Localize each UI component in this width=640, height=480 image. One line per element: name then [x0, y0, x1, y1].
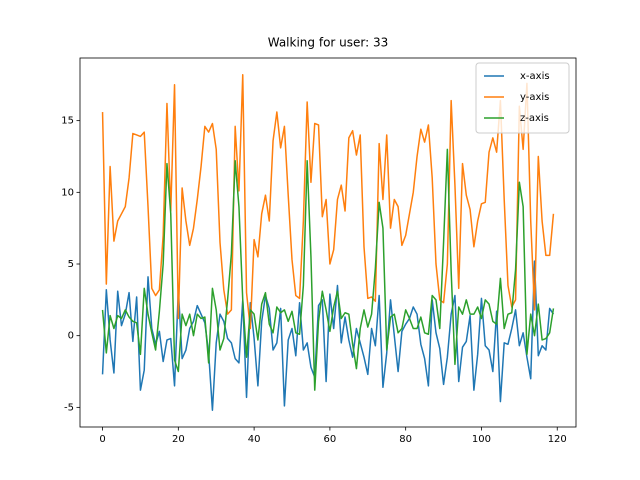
series-line — [101, 148, 555, 391]
y-tick-label: 10 — [61, 187, 74, 198]
x-tick-label: 60 — [324, 434, 337, 445]
y-tick-label: 5 — [68, 259, 74, 270]
x-tick-label: 100 — [472, 434, 491, 445]
legend-box — [475, 62, 570, 134]
x-tick-label: 40 — [248, 434, 261, 445]
series-line — [101, 74, 555, 330]
legend-label: z-axis — [520, 113, 549, 124]
x-tick-label: 80 — [399, 434, 412, 445]
y-tick-label: 15 — [61, 116, 74, 127]
x-tick-label: 120 — [548, 434, 567, 445]
x-tick-label: 20 — [172, 434, 185, 445]
x-tick-label: 0 — [99, 434, 105, 445]
legend-label: x-axis — [520, 71, 550, 82]
legend-label: y-axis — [520, 92, 549, 103]
y-tick-label: -5 — [64, 402, 74, 413]
chart-title: Walking for user: 33 — [268, 36, 389, 50]
axes-frame — [79, 57, 577, 428]
y-tick-label: 0 — [68, 331, 74, 342]
